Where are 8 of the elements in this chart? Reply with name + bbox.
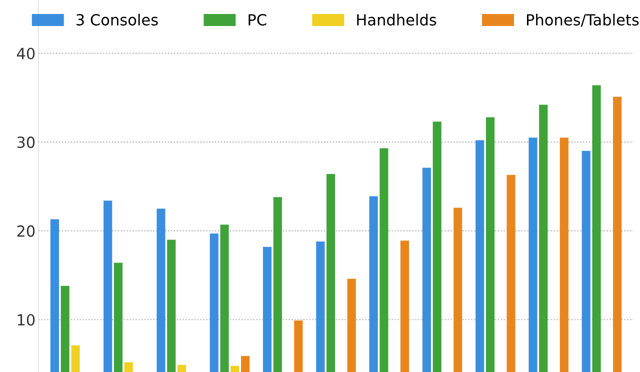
y-tick-label: 40: [16, 48, 35, 60]
y-tick-label: 30: [17, 136, 35, 148]
y-tick-label: 10: [18, 314, 35, 326]
legend-label: PC: [248, 14, 266, 26]
legend-label: 3 Consoles: [76, 14, 158, 26]
y-tick-label: 20: [17, 225, 35, 237]
legend-label: Handhelds: [357, 14, 436, 26]
legend-label: Phones/Tablets: [527, 14, 639, 27]
